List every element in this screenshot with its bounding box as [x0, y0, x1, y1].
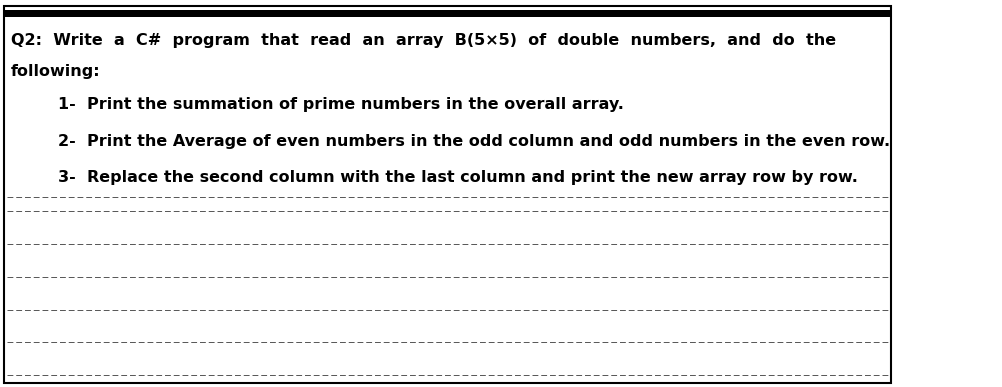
Text: following:: following: [11, 64, 100, 79]
Text: 2-  Print the Average of even numbers in the odd column and odd numbers in the e: 2- Print the Average of even numbers in … [58, 134, 891, 149]
Text: Q2:  Write  a  C#  program  that  read  an  array  B(5×5)  of  double  numbers, : Q2: Write a C# program that read an arra… [11, 33, 836, 48]
Text: 3-  Replace the second column with the last column and print the new array row b: 3- Replace the second column with the la… [58, 170, 858, 185]
Text: 1-  Print the summation of prime numbers in the overall array.: 1- Print the summation of prime numbers … [58, 97, 624, 112]
Bar [4, 10, 892, 17]
